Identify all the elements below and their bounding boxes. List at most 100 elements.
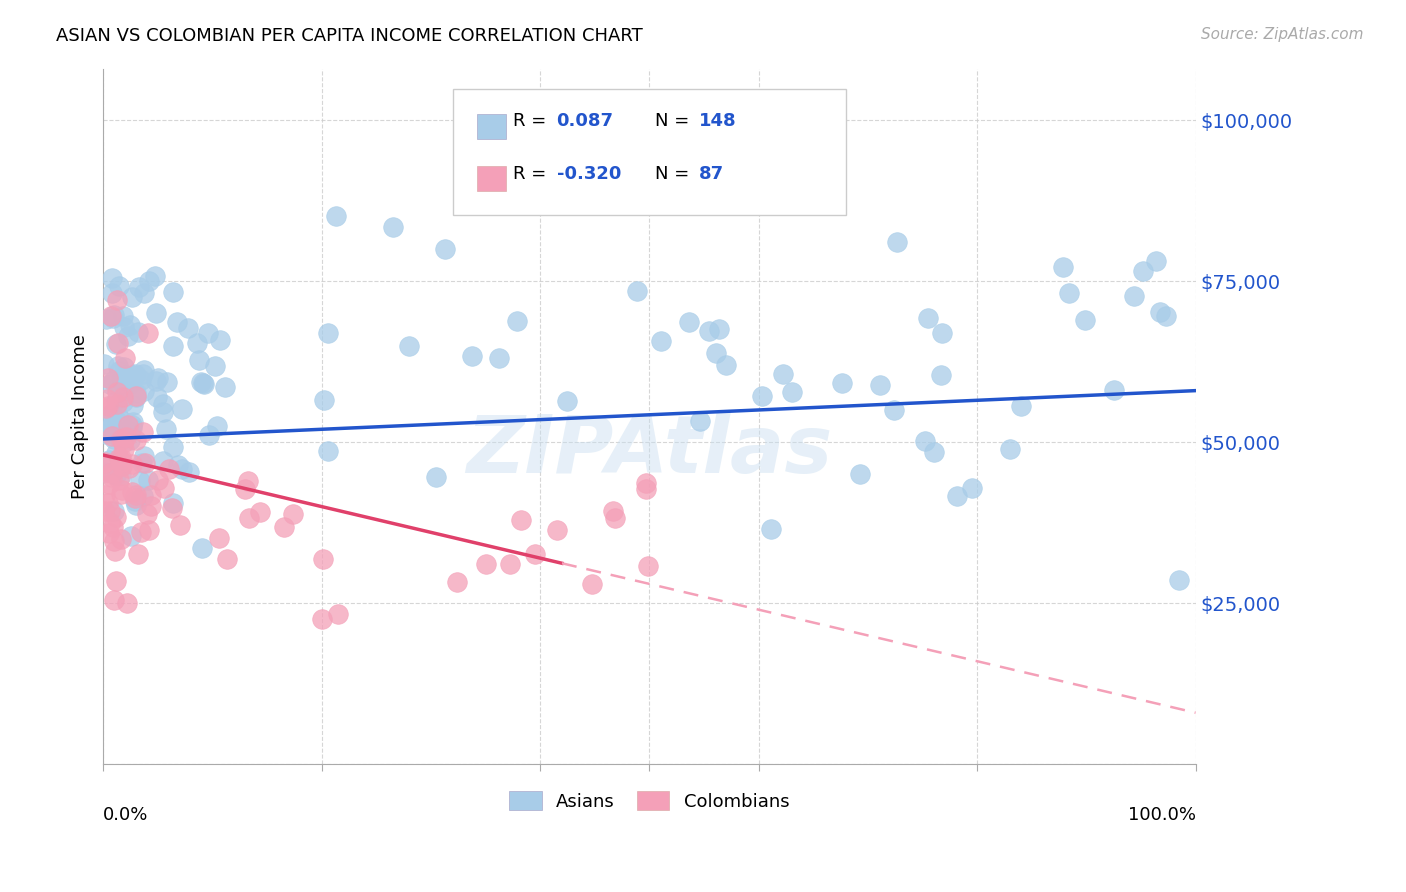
Point: [122, 415, 145, 429]
Point: [132, 384, 155, 399]
Point: [214, 380, 236, 394]
Point: [160, 500, 183, 515]
Point: [461, 349, 484, 363]
Point: [131, 489, 153, 503]
Point: [135, 507, 157, 521]
Point: [1123, 289, 1146, 303]
Point: [103, 308, 125, 322]
Point: [707, 322, 730, 336]
Point: [134, 285, 156, 300]
Point: [316, 444, 339, 458]
Point: [114, 360, 136, 375]
Point: [97, 496, 120, 510]
Point: [110, 533, 132, 547]
Point: [110, 373, 132, 387]
Text: 0.087: 0.087: [557, 112, 613, 130]
Point: [488, 351, 510, 366]
Point: [107, 409, 129, 424]
Point: [103, 533, 125, 548]
Point: [179, 465, 201, 479]
Point: [193, 376, 215, 390]
Point: [318, 326, 340, 340]
Point: [602, 503, 624, 517]
Point: [112, 320, 135, 334]
Point: [162, 441, 184, 455]
Point: [100, 429, 122, 443]
Point: [1057, 285, 1080, 300]
Point: [118, 434, 141, 448]
Point: [98, 476, 121, 491]
Point: [1167, 574, 1189, 588]
Point: [207, 419, 229, 434]
Point: [706, 346, 728, 360]
Point: [100, 466, 122, 480]
Point: [381, 219, 404, 234]
Point: [714, 358, 737, 372]
Point: [129, 525, 152, 540]
Point: [138, 274, 160, 288]
Text: N =: N =: [655, 112, 689, 130]
Point: [129, 373, 152, 387]
Point: [193, 376, 215, 391]
Point: [98, 376, 121, 391]
Point: [115, 596, 138, 610]
Point: [917, 311, 939, 326]
Point: [498, 557, 520, 571]
Point: [121, 290, 143, 304]
Point: [111, 459, 134, 474]
Point: [121, 485, 143, 500]
Point: [914, 434, 936, 449]
Point: [100, 516, 122, 530]
Point: [883, 403, 905, 417]
Point: [97, 371, 120, 385]
Point: [697, 324, 720, 338]
Point: [605, 510, 627, 524]
Point: [121, 368, 143, 382]
Point: [107, 379, 129, 393]
Point: [634, 483, 657, 497]
Point: [105, 467, 128, 482]
Point: [108, 278, 131, 293]
Point: [134, 456, 156, 470]
Text: Source: ZipAtlas.com: Source: ZipAtlas.com: [1201, 27, 1364, 42]
Point: [120, 529, 142, 543]
Point: [831, 376, 853, 391]
Point: [922, 445, 945, 459]
Point: [110, 432, 132, 446]
Point: [235, 483, 257, 497]
Y-axis label: Per Capita Income: Per Capita Income: [72, 334, 89, 499]
Point: [94, 465, 117, 479]
Point: [104, 544, 127, 558]
Point: [104, 336, 127, 351]
Legend: Asians, Colombians: Asians, Colombians: [502, 784, 797, 818]
Point: [1102, 384, 1125, 398]
Point: [101, 310, 124, 325]
Point: [121, 458, 143, 472]
Point: [111, 483, 134, 498]
Text: R =: R =: [513, 165, 546, 183]
Point: [131, 456, 153, 470]
Point: [152, 397, 174, 411]
Point: [114, 368, 136, 382]
Point: [111, 309, 134, 323]
Point: [107, 336, 129, 351]
Point: [104, 428, 127, 442]
Point: [152, 405, 174, 419]
Point: [100, 271, 122, 285]
Point: [172, 461, 194, 475]
Point: [105, 293, 128, 308]
Point: [581, 577, 603, 591]
Point: [105, 415, 128, 429]
Text: R =: R =: [513, 112, 546, 130]
Point: [626, 284, 648, 298]
Point: [1149, 305, 1171, 319]
Point: [136, 326, 159, 341]
Point: [139, 488, 162, 502]
Point: [1052, 260, 1074, 275]
Point: [101, 375, 124, 389]
Point: [166, 315, 188, 329]
Point: [998, 442, 1021, 456]
Text: -0.320: -0.320: [557, 165, 621, 183]
Point: [523, 547, 546, 561]
Point: [314, 392, 336, 407]
